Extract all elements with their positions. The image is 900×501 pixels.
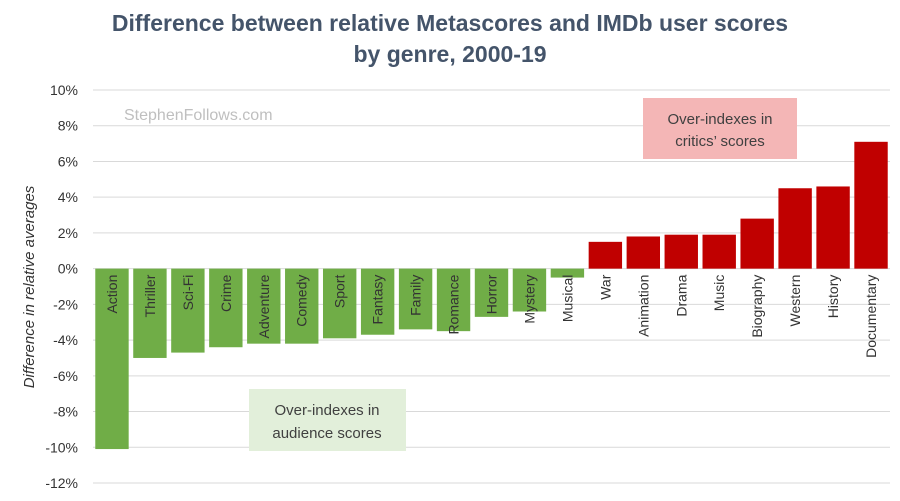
- bar-crime: [209, 268, 243, 348]
- y-tick-labels: 10% 8% 6% 4% 2% 0% -2% -4% -6% -8% -10% -12%: [45, 82, 78, 491]
- category-label: Comedy: [294, 275, 310, 327]
- category-label: Sport: [332, 275, 348, 309]
- category-label: Musical: [559, 275, 575, 322]
- category-label: Sci-Fi: [180, 275, 196, 311]
- category-label: War: [597, 274, 613, 299]
- bar-action: [95, 268, 129, 450]
- bar-western: [778, 188, 812, 269]
- y-tick-label: -12%: [45, 475, 78, 491]
- bar-horror: [474, 268, 509, 317]
- bar-biography: [740, 218, 774, 269]
- category-label: Documentary: [863, 275, 879, 358]
- bar-family: [398, 268, 433, 330]
- critics-annotation-line: critics’ scores: [675, 133, 764, 150]
- bar-sport: [322, 268, 357, 339]
- chart-title-line1: Difference between relative Metascores a…: [111, 10, 789, 36]
- category-label: Fantasy: [370, 275, 386, 325]
- y-tick-label: 0%: [58, 261, 78, 277]
- chart-title: Difference between relative Metascores a…: [0, 8, 900, 70]
- bar-war: [588, 241, 623, 269]
- audience-annotation-line: audience scores: [272, 425, 381, 442]
- y-tick-label: 4%: [58, 189, 78, 205]
- bar-adventure: [247, 268, 281, 344]
- y-tick-label: -2%: [53, 296, 78, 312]
- bar-history: [816, 186, 850, 269]
- y-tick-label: -4%: [53, 332, 78, 348]
- category-label: Drama: [673, 274, 689, 316]
- y-tick-label: 6%: [58, 153, 78, 169]
- bar-thriller: [133, 268, 167, 358]
- bar-mystery: [512, 268, 547, 312]
- bar-fantasy: [360, 268, 395, 335]
- y-tick-label: -10%: [45, 439, 78, 455]
- category-label: Animation: [635, 275, 651, 337]
- y-axis-label: Difference in relative averages: [21, 185, 38, 388]
- category-label: Thriller: [142, 274, 158, 317]
- bar-romance: [436, 268, 471, 332]
- category-labels: Action Thriller Sci-Fi Crime Adventure Comedy…: [104, 274, 879, 358]
- category-label: Biography: [749, 275, 765, 338]
- y-tick-label: 8%: [58, 118, 78, 134]
- y-tick-label: 10%: [50, 82, 78, 98]
- y-tick-label: -6%: [53, 368, 78, 384]
- category-label: History: [825, 275, 841, 319]
- category-label: Mystery: [521, 275, 537, 324]
- y-tick-label: -8%: [53, 404, 78, 420]
- category-label: Crime: [218, 274, 234, 312]
- annotations: Over-indexes in critics’ scores Over-index…: [272, 111, 772, 442]
- bar-documentary: [854, 141, 888, 269]
- audience-annotation-box: [249, 389, 406, 451]
- y-tick-label: 2%: [58, 225, 78, 241]
- bar-music: [702, 234, 736, 269]
- category-label: Romance: [446, 274, 462, 334]
- bar-musical: [550, 268, 585, 278]
- bar-animation: [626, 236, 661, 269]
- bar-sci-fi: [171, 268, 205, 353]
- annotation-backgrounds: [249, 98, 797, 451]
- category-label: Horror: [484, 274, 500, 314]
- critics-annotation-box: [643, 98, 797, 159]
- chart-title-line2: by genre, 2000-19: [353, 41, 547, 67]
- watermark: StephenFollows.com: [124, 107, 273, 124]
- bar-comedy: [285, 268, 319, 344]
- category-label: Western: [787, 275, 803, 327]
- category-label: Action: [104, 275, 120, 314]
- critics-annotation-line: Over-indexes in: [667, 111, 772, 128]
- category-label: Adventure: [256, 274, 272, 338]
- bar-drama: [664, 234, 698, 269]
- audience-annotation-line: Over-indexes in: [274, 402, 379, 419]
- bars: [95, 141, 888, 450]
- category-label: Music: [711, 275, 727, 312]
- category-label: Family: [408, 275, 424, 316]
